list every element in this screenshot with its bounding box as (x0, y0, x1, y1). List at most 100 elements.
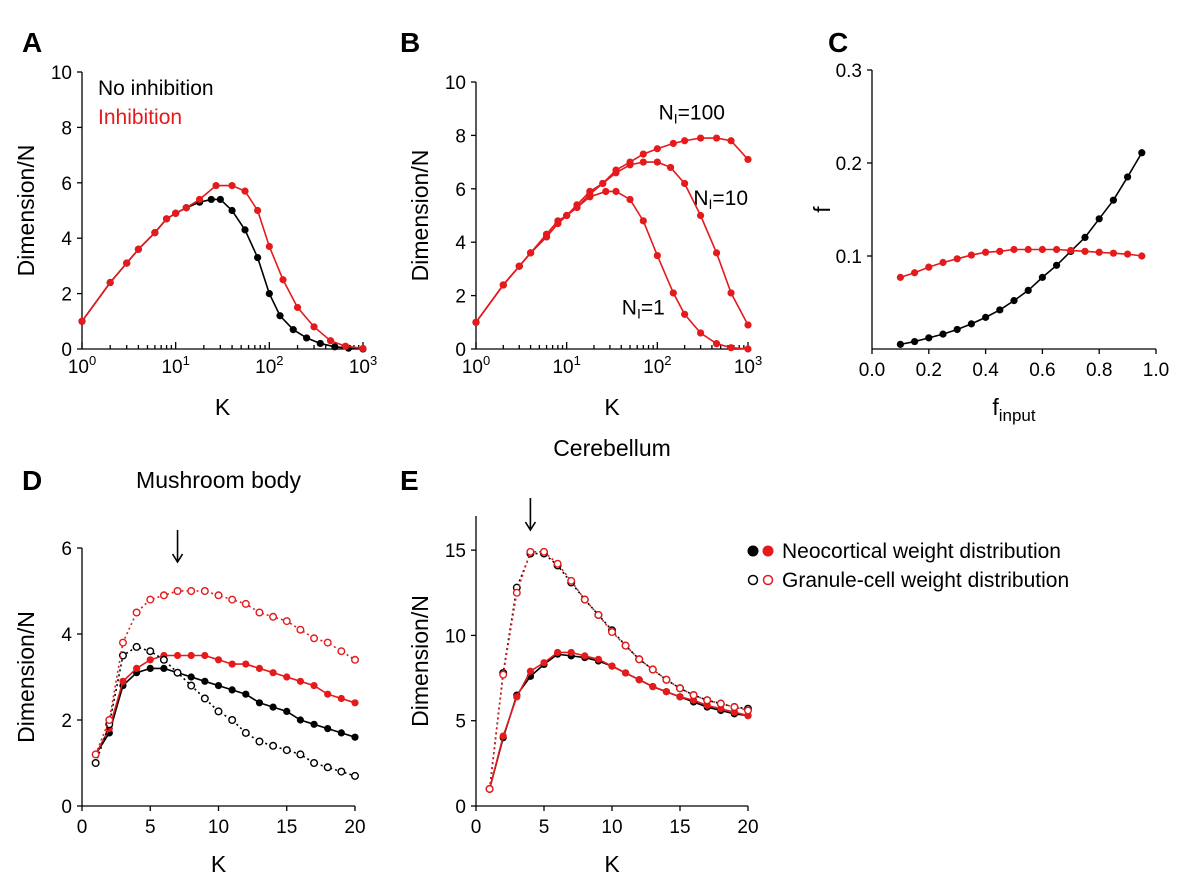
data-point (283, 707, 291, 716)
data-point (635, 655, 644, 664)
data-point (911, 337, 919, 346)
data-point (134, 245, 142, 253)
series-e-1 (486, 648, 752, 793)
data-point (639, 150, 647, 158)
legend-inhibition: Inhibition (98, 106, 182, 129)
series-d-2 (91, 642, 360, 780)
data-point (296, 716, 304, 724)
data-point (669, 139, 677, 148)
x-tick-label: 103 (734, 353, 762, 378)
series-annotation: NI=100 (659, 101, 725, 126)
series-a-0 (78, 195, 367, 353)
data-point (254, 253, 262, 262)
data-point (241, 226, 249, 234)
legend-no-inhibition: No inhibition (98, 77, 214, 100)
y-tick-label: 2 (455, 287, 466, 308)
data-point (265, 242, 273, 251)
x-tick-label: 103 (349, 353, 377, 378)
panel-label-c: C (828, 27, 848, 58)
data-point (351, 733, 359, 741)
y-tick-label: 0 (455, 797, 466, 818)
data-point (696, 134, 705, 142)
data-point (310, 323, 318, 331)
x-tick-exponent: 0 (483, 353, 490, 368)
x-tick-label: 15 (276, 817, 297, 838)
data-point (241, 187, 249, 195)
data-point (526, 249, 535, 257)
data-point (639, 217, 647, 225)
data-point (622, 669, 630, 677)
data-point (151, 229, 159, 237)
data-point (119, 677, 127, 685)
x-tick-label: 0 (77, 817, 88, 838)
data-point (676, 693, 684, 701)
data-point (316, 339, 324, 348)
y-tick-label: 10 (445, 626, 466, 647)
y-tick-label: 6 (61, 539, 72, 560)
data-point (967, 251, 976, 259)
data-point (200, 694, 209, 703)
panel-label-b: B (400, 27, 420, 58)
data-point (212, 181, 220, 190)
data-point (635, 676, 643, 684)
data-point (567, 648, 575, 657)
data-point (1053, 261, 1061, 269)
data-point (173, 668, 182, 677)
data-point (648, 665, 657, 674)
y-axis-label: f (809, 206, 835, 213)
y-tick-label: 8 (61, 118, 72, 139)
y-tick-label: 10 (51, 63, 72, 84)
data-point (105, 716, 114, 725)
y-tick-label: 2 (61, 285, 72, 306)
data-point (681, 137, 689, 145)
data-point (540, 659, 548, 667)
data-point (255, 737, 264, 746)
data-point (214, 591, 223, 600)
data-point (499, 732, 507, 740)
data-point (730, 703, 739, 712)
data-point (1095, 248, 1103, 256)
data-point (1053, 245, 1061, 254)
data-point (666, 163, 675, 172)
arrow-head (524, 521, 537, 532)
data-point (118, 651, 127, 660)
y-tick-label: 5 (455, 712, 466, 733)
legend-weight-distribution: Neocortical weight distribution Granule-… (747, 540, 1069, 592)
data-point (187, 587, 196, 596)
data-point (689, 691, 698, 700)
data-point (982, 248, 990, 256)
data-point (78, 317, 86, 325)
data-point (602, 187, 610, 196)
series-line (94, 667, 356, 755)
chart-title: Mushroom body (136, 467, 301, 493)
data-point (1124, 250, 1132, 258)
data-point (187, 651, 195, 660)
series-annotation-value: =100 (678, 101, 725, 124)
data-point (201, 677, 209, 685)
data-point (608, 662, 616, 670)
data-point (255, 664, 264, 673)
data-point (91, 759, 100, 768)
series-e-0 (486, 650, 752, 793)
data-point (716, 699, 725, 708)
data-point (953, 325, 961, 334)
x-tick-label: 5 (539, 817, 550, 838)
data-point (132, 608, 141, 617)
x-tick-label: 102 (643, 353, 671, 378)
panel-label-a: A (22, 27, 42, 58)
data-point (241, 728, 250, 737)
x-tick-exponent: 1 (574, 353, 581, 368)
data-point (1067, 246, 1075, 255)
data-point (303, 334, 311, 342)
data-point (351, 699, 359, 707)
data-point (526, 547, 535, 556)
data-point (228, 595, 237, 604)
data-point (567, 576, 576, 585)
data-point (216, 195, 224, 204)
panel-label-d: D (22, 465, 42, 496)
data-point (187, 681, 196, 690)
x-tick-label: 0.4 (972, 360, 999, 381)
data-point (925, 334, 933, 342)
data-point (207, 195, 215, 204)
